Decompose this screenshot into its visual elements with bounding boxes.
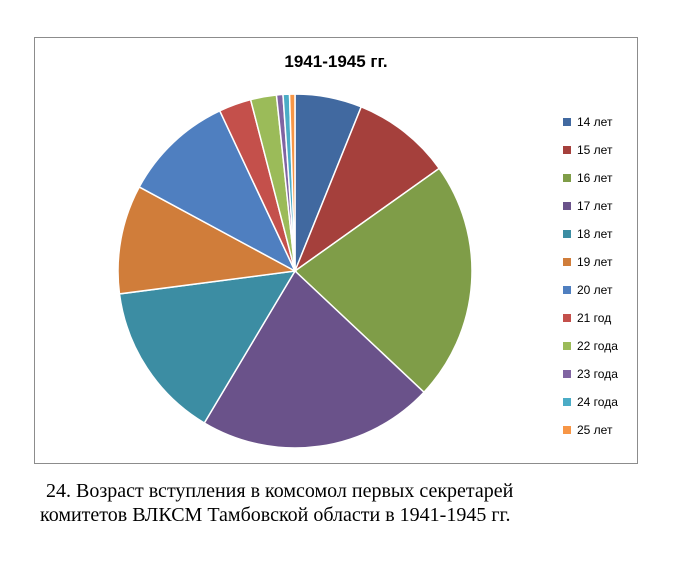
- chart-title: 1941-1945 гг.: [284, 52, 388, 71]
- legend-swatch: [563, 398, 571, 406]
- pie-slice: [293, 167, 473, 394]
- pie-slice: [288, 93, 296, 272]
- legend-swatch: [563, 146, 571, 154]
- legend-label: 19 лет: [577, 255, 613, 269]
- legend-label: 22 года: [577, 339, 618, 353]
- legend-label: 24 года: [577, 395, 618, 409]
- legend-swatch: [563, 370, 571, 378]
- legend-item: 21 год: [563, 304, 618, 332]
- legend-swatch: [563, 174, 571, 182]
- pie-slice: [117, 185, 298, 295]
- legend-label: 14 лет: [577, 115, 613, 129]
- legend-item: 17 лет: [563, 192, 618, 220]
- figure-caption: 24. Возраст вступления в комсомол первых…: [40, 479, 646, 527]
- chart-frame: 1941-1945 гг. 14 лет 15 лет 16 лет 17 лет 18…: [34, 37, 638, 464]
- legend-label: 25 лет: [577, 423, 613, 437]
- legend-swatch: [563, 426, 571, 434]
- legend-swatch: [563, 230, 571, 238]
- legend-item: 25 лет: [563, 416, 618, 444]
- pie-slice: [203, 269, 426, 449]
- legend-item: 22 года: [563, 332, 618, 360]
- legend-swatch: [563, 258, 571, 266]
- caption-line-2: комитетов ВЛКСМ Тамбовской области в 194…: [40, 504, 511, 526]
- legend-swatch: [563, 286, 571, 294]
- legend-swatch: [563, 202, 571, 210]
- legend-item: 24 года: [563, 388, 618, 416]
- legend-swatch: [563, 314, 571, 322]
- legend-swatch: [563, 342, 571, 350]
- legend-swatch: [563, 118, 571, 126]
- legend-item: 20 лет: [563, 276, 618, 304]
- legend-label: 16 лет: [577, 171, 613, 185]
- legend-label: 15 лет: [577, 143, 613, 157]
- pie-chart: [117, 93, 473, 449]
- legend-label: 20 лет: [577, 283, 613, 297]
- legend-label: 18 лет: [577, 227, 613, 241]
- legend-item: 19 лет: [563, 248, 618, 276]
- caption-line-1: 24. Возраст вступления в комсомол первых…: [46, 480, 514, 502]
- legend-item: 16 лет: [563, 164, 618, 192]
- pie-slice: [138, 109, 297, 273]
- legend-item: 14 лет: [563, 108, 618, 136]
- legend-item: 23 года: [563, 360, 618, 388]
- legend-label: 23 года: [577, 367, 618, 381]
- pie-slice: [118, 270, 297, 425]
- legend-item: 15 лет: [563, 136, 618, 164]
- legend: 14 лет 15 лет 16 лет 17 лет 18 лет 19 лет 20 л…: [563, 108, 618, 444]
- legend-item: 18 лет: [563, 220, 618, 248]
- legend-label: 21 год: [577, 311, 612, 325]
- pie-slice: [293, 105, 441, 274]
- legend-label: 17 лет: [577, 199, 613, 213]
